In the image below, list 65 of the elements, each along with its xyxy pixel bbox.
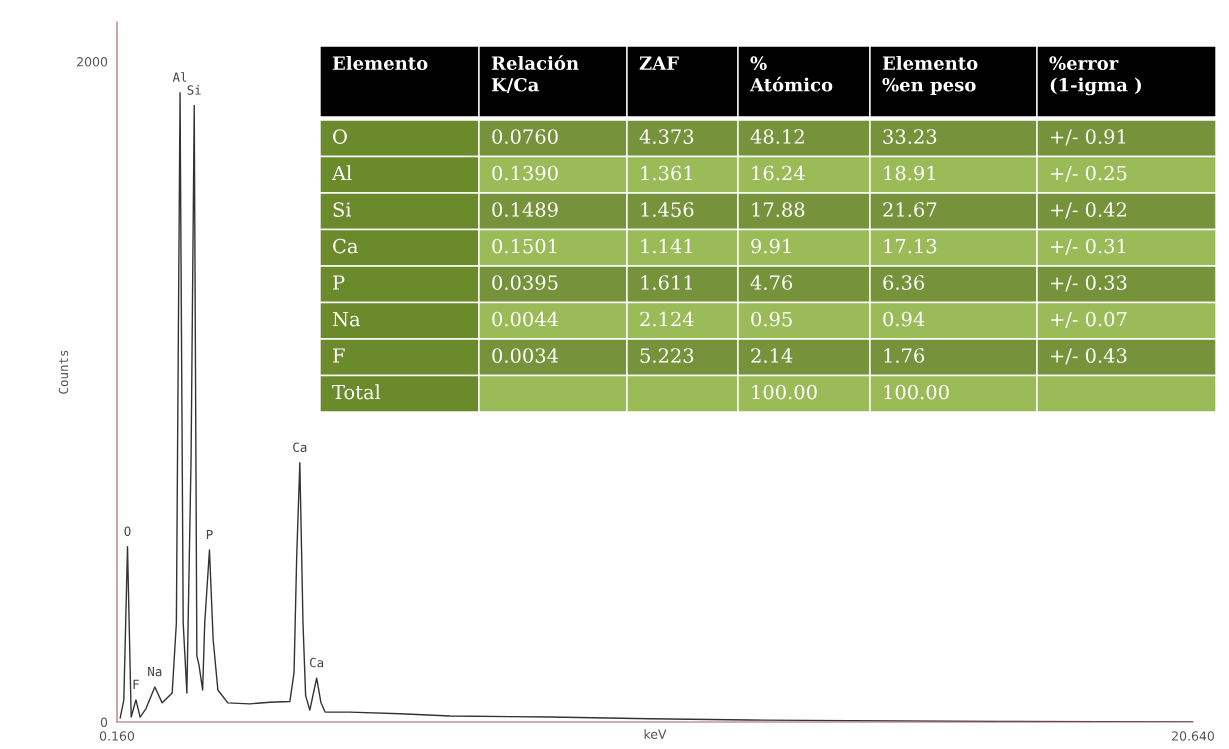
category-label: Relación K/Ca	[491, 55, 579, 93]
text: 17.88	[752, 202, 805, 217]
text: 1.361	[641, 165, 692, 181]
category-label: Na	[332, 311, 361, 327]
annotation: Ca	[309, 657, 324, 668]
annotation: P	[206, 529, 213, 540]
text: 0.0044	[492, 311, 559, 327]
text: 33.23	[883, 129, 937, 144]
text: 2.124	[640, 311, 694, 327]
text: 5.223	[640, 348, 694, 363]
text: 0.1489	[492, 202, 558, 217]
category-label: Al	[331, 165, 352, 181]
text: +/- 0.91	[1051, 129, 1126, 146]
text: 0.0760	[492, 129, 558, 144]
annotation: F	[133, 679, 139, 689]
category-label: %error (1-igma )	[1049, 56, 1141, 96]
text: 21.67	[883, 202, 937, 217]
category-label: Ca	[333, 238, 358, 254]
category-label: % Atómico	[749, 56, 833, 92]
text: 1.611	[641, 275, 692, 290]
text: +/- 0.31	[1051, 238, 1126, 255]
text: 2.14	[751, 348, 793, 363]
text: 4.76	[750, 275, 793, 290]
x-tick-label: 0.160	[99, 731, 135, 741]
text: 4.373	[639, 129, 694, 144]
text: 0.94	[883, 311, 925, 327]
text: +/- 0.42	[1051, 202, 1126, 219]
text: +/- 0.25	[1051, 165, 1127, 182]
text: 1.456	[641, 202, 694, 217]
category-label: Si	[333, 202, 352, 217]
y-axis-title: Counts	[58, 350, 69, 394]
text: +/- 0.33	[1051, 275, 1127, 292]
x-axis-title: keV	[644, 729, 667, 739]
category-label: O	[333, 129, 347, 144]
text: 100.00	[752, 384, 817, 400]
category-label: Elemento %en peso	[882, 56, 978, 96]
text: 0.1501	[492, 238, 557, 254]
annotation: Na	[148, 666, 162, 677]
text: +/- 0.07	[1051, 311, 1127, 328]
annotation: Ca	[293, 442, 307, 453]
text: 1.76	[884, 348, 925, 363]
text: 18.91	[884, 165, 935, 181]
text: 1.141	[641, 238, 692, 254]
category-label: ZAF	[639, 56, 679, 70]
annotation: Si	[187, 85, 201, 95]
text: +/- 0.43	[1051, 348, 1127, 365]
category-label: Elemento	[332, 56, 428, 70]
x-tick-label: 20.640	[1172, 731, 1215, 741]
text: 17.13	[884, 238, 937, 254]
category-label: Total	[332, 384, 381, 400]
category-label: F	[333, 348, 345, 363]
category-label: P	[333, 275, 345, 290]
text: 16.24	[752, 165, 805, 181]
annotation: O	[124, 526, 131, 536]
text: 0.0034	[492, 348, 559, 363]
text: 48.12	[750, 129, 804, 144]
text: 0.95	[751, 311, 792, 327]
annotation: Al	[172, 72, 187, 82]
y-tick-label: 2000	[77, 57, 108, 67]
text: 0.1390	[492, 165, 558, 181]
text: 100.00	[884, 384, 949, 400]
text: 0.0395	[492, 275, 558, 290]
text: 6.36	[883, 275, 925, 290]
text: 9.91	[751, 238, 791, 254]
y-tick-label: 0	[100, 717, 108, 727]
